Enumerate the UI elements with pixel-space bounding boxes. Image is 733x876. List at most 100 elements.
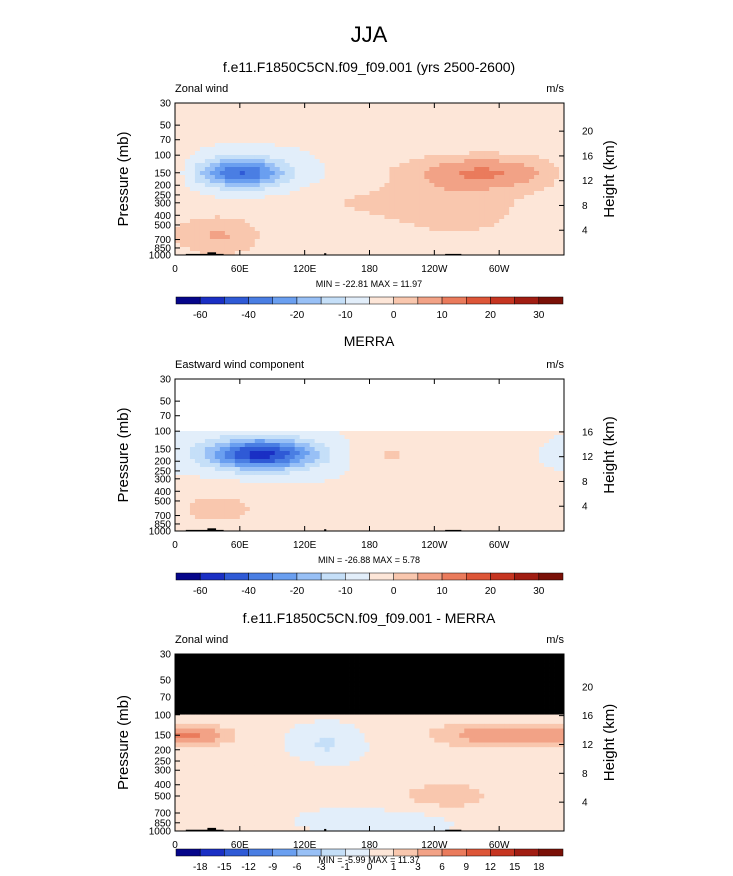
y-tick-label: 150 (154, 444, 171, 455)
colorbar-box (490, 849, 514, 856)
units-label: m/s (546, 359, 564, 371)
colorbar-box (394, 573, 418, 580)
panel-title: f.e11.F1850C5CN.f09_f09.001 (yrs 2500-26… (223, 59, 515, 75)
figure-title: JJA (351, 22, 388, 47)
colorbar-box (418, 573, 442, 580)
colorbar-label: -3 (317, 862, 326, 871)
colorbar-label: -6 (292, 862, 301, 871)
contour-field (175, 379, 564, 531)
chart-panel-3: f.e11.F1850C5CN.f09_f09.001 - MERRA Zonal… (115, 610, 618, 871)
colorbar-label: -9 (268, 862, 277, 871)
y-tick-label: 300 (154, 766, 171, 777)
height-tick-label: 8 (582, 477, 588, 488)
colorbar-label: 12 (485, 862, 497, 871)
colorbar-label: -18 (193, 862, 208, 871)
panel-title: f.e11.F1850C5CN.f09_f09.001 - MERRA (243, 610, 496, 626)
height-tick-label: 8 (582, 201, 588, 212)
height-tick-label: 16 (582, 151, 594, 162)
colorbar-box (249, 573, 273, 580)
colorbar-box (466, 297, 490, 304)
y-tick-label: 70 (160, 411, 172, 422)
x-tick-label: 180 (361, 540, 378, 551)
height-tick-label: 12 (582, 740, 594, 751)
y-tick-label: 400 (154, 780, 171, 791)
colorbar-label: 30 (533, 586, 545, 597)
min-max-stats: MIN = -26.88 MAX = 5.78 (318, 555, 420, 565)
colorbar-box (442, 849, 466, 856)
colorbar-label: -1 (341, 862, 350, 871)
colorbar-box (176, 573, 200, 580)
left-label: Zonal wind (175, 634, 228, 646)
colorbar-label: 6 (439, 862, 445, 871)
height-tick-label: 4 (582, 226, 588, 237)
x-tick-label: 60W (489, 264, 510, 275)
colorbar-box (466, 849, 490, 856)
colorbar-label: 0 (367, 862, 373, 871)
y-axis-right-title: Height (km) (601, 704, 618, 782)
colorbar-label: 20 (485, 310, 497, 321)
colorbar-box (224, 849, 248, 856)
colorbar-box (321, 849, 345, 856)
colorbar-box (297, 297, 321, 304)
colorbar-label: 10 (437, 586, 449, 597)
contour-field (175, 103, 564, 255)
colorbar-label: 18 (533, 862, 545, 871)
y-tick-label: 500 (154, 496, 171, 507)
y-tick-label: 200 (154, 745, 171, 756)
panel-title: MERRA (344, 333, 395, 349)
units-label: m/s (546, 634, 564, 646)
height-tick-label: 20 (582, 127, 594, 138)
colorbar-label: -12 (241, 862, 256, 871)
x-tick-label: 120E (293, 540, 317, 551)
x-tick-label: 180 (361, 264, 378, 275)
y-tick-label: 100 (154, 151, 171, 162)
y-tick-label: 30 (160, 375, 172, 386)
colorbar-box (370, 297, 394, 304)
left-label: Zonal wind (175, 83, 228, 95)
x-tick-label: 120W (421, 540, 448, 551)
y-tick-label: 300 (154, 474, 171, 485)
height-tick-label: 12 (582, 176, 594, 187)
colorbar-box (273, 297, 297, 304)
colorbar-box (224, 297, 248, 304)
y-tick-label: 300 (154, 198, 171, 209)
colorbar-box (321, 573, 345, 580)
colorbar-label: -60 (193, 586, 208, 597)
colorbar-box (539, 849, 563, 856)
colorbar-label: -20 (290, 586, 305, 597)
colorbar-box (297, 573, 321, 580)
colorbar-box (490, 573, 514, 580)
colorbar-label: -15 (217, 862, 232, 871)
colorbar-box (224, 573, 248, 580)
y-tick-label: 1000 (149, 827, 172, 838)
y-tick-label: 500 (154, 220, 171, 231)
contour-field (175, 654, 564, 831)
min-max-stats: MIN = -22.81 MAX = 11.97 (316, 279, 422, 289)
colorbar-box (490, 297, 514, 304)
y-tick-label: 1000 (149, 251, 172, 262)
height-tick-label: 16 (582, 711, 594, 722)
colorbar-box (418, 849, 442, 856)
y-tick-label: 500 (154, 792, 171, 803)
colorbar-label: -40 (241, 586, 256, 597)
colorbar-box (176, 849, 200, 856)
colorbar-box (394, 297, 418, 304)
y-axis-title: Pressure (mb) (115, 131, 132, 226)
colorbar-label: 10 (437, 310, 449, 321)
height-tick-label: 4 (582, 798, 588, 809)
colorbar-box (442, 297, 466, 304)
x-tick-label: 60E (231, 540, 249, 551)
colorbar-box (345, 849, 369, 856)
left-label: Eastward wind component (175, 359, 304, 371)
colorbar-box (418, 297, 442, 304)
y-tick-label: 70 (160, 692, 172, 703)
y-tick-label: 50 (160, 397, 172, 408)
colorbar-box (370, 573, 394, 580)
y-tick-label: 150 (154, 168, 171, 179)
colorbar-box (515, 573, 539, 580)
colorbar-box (273, 573, 297, 580)
